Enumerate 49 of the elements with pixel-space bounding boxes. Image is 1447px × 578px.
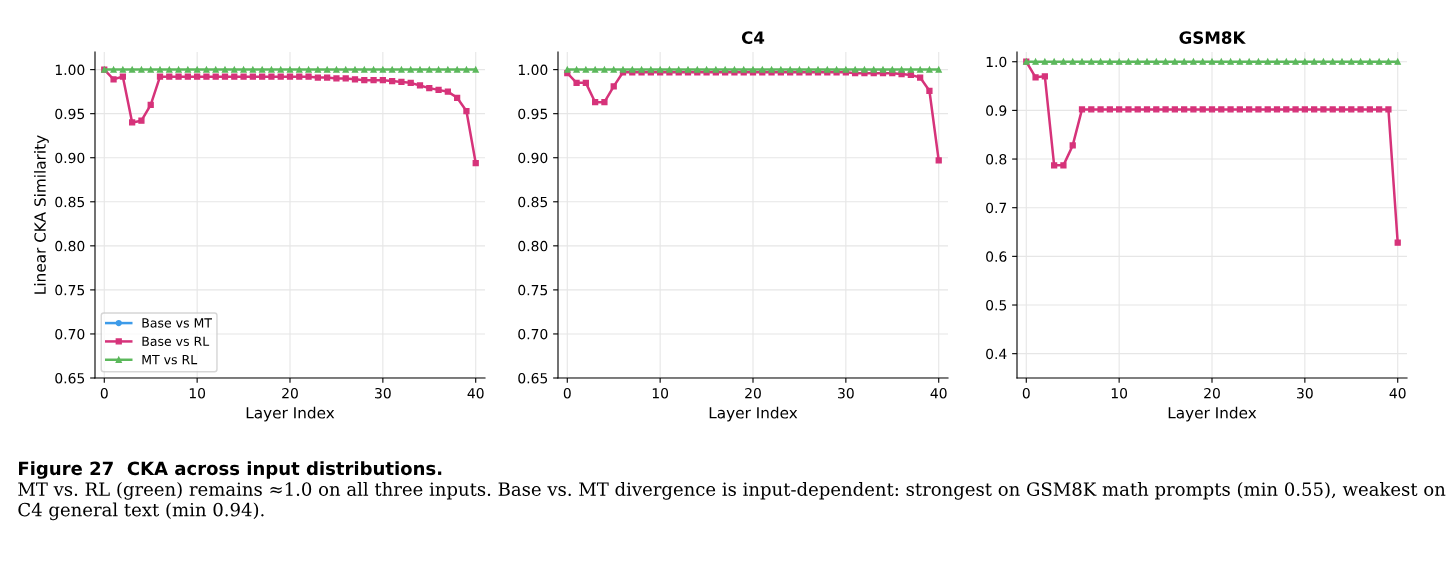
y-tick-label: 0.7 — [986, 202, 1007, 214]
x-tick-label: 10 — [1111, 387, 1128, 399]
caption: Figure 27 CKA across input distributions. — [19, 461, 442, 479]
legend-label: Base vs MT — [142, 318, 212, 328]
y-tick-label: 0.8 — [986, 154, 1007, 165]
x-tick-label: 30 — [1297, 387, 1313, 399]
y-tick-label: 0.9 — [986, 105, 1007, 116]
x-tick-label: 40 — [467, 387, 484, 399]
y-tick-label: 0.90 — [55, 152, 85, 164]
y-tick-label: 0.70 — [518, 328, 548, 340]
y-axis-title: Linear CKA Similarity — [34, 135, 49, 294]
x-tick-label: 0 — [1022, 387, 1030, 399]
x-tick-label: 40 — [930, 387, 947, 399]
y-tick-label: 1.00 — [518, 64, 548, 76]
x-tick-label: 20 — [745, 387, 761, 399]
x-tick-label: 10 — [189, 387, 206, 399]
x-tick-label: 0 — [563, 387, 571, 399]
y-tick-label: 0.95 — [518, 108, 548, 120]
y-tick-label: 0.75 — [55, 284, 85, 296]
chart-title: C4 — [741, 31, 765, 44]
y-tick-label: 1.00 — [55, 64, 85, 76]
x-tick-label: 20 — [1204, 387, 1220, 399]
y-tick-label: 0.6 — [986, 251, 1007, 262]
y-tick-label: 0.85 — [55, 196, 85, 208]
x-tick-label: 30 — [375, 387, 391, 399]
y-tick-label: 0.5 — [986, 299, 1007, 311]
chart-title: GSM8K — [1179, 31, 1246, 44]
y-tick-label: 1.0 — [986, 56, 1007, 68]
y-tick-label: 0.65 — [55, 372, 85, 384]
y-tick-label: 0.70 — [55, 328, 85, 340]
legend-label: MT vs RL — [142, 355, 198, 365]
y-tick-label: 0.75 — [518, 284, 548, 296]
y-tick-label: 0.4 — [986, 348, 1007, 360]
y-tick-label: 0.80 — [518, 240, 548, 252]
x-axis-title: Layer Index — [246, 406, 335, 422]
x-axis-title: Layer Index — [1168, 406, 1257, 422]
y-tick-label: 0.65 — [518, 372, 548, 384]
x-tick-label: 30 — [838, 387, 854, 399]
y-tick-label: 0.80 — [55, 240, 85, 252]
y-tick-label: 0.95 — [55, 108, 85, 120]
x-tick-label: 40 — [1389, 387, 1406, 399]
y-tick-label: 0.90 — [518, 152, 548, 164]
legend-label: Base vs RL — [142, 336, 210, 346]
x-tick-label: 20 — [282, 387, 298, 399]
text: MT vs. RL (green) remains ≈1.0 on all three inputs. Base vs. MT divergence is input-dependent: strongest on GSM8K math prompts (min 0.55), weakest on C4 general text (min 0.94). — [18, 482, 1446, 521]
x-tick-label: 0 — [100, 387, 108, 399]
y-tick-label: 0.85 — [518, 196, 548, 208]
x-tick-label: 10 — [652, 387, 669, 399]
x-axis-title: Layer Index — [709, 406, 798, 422]
